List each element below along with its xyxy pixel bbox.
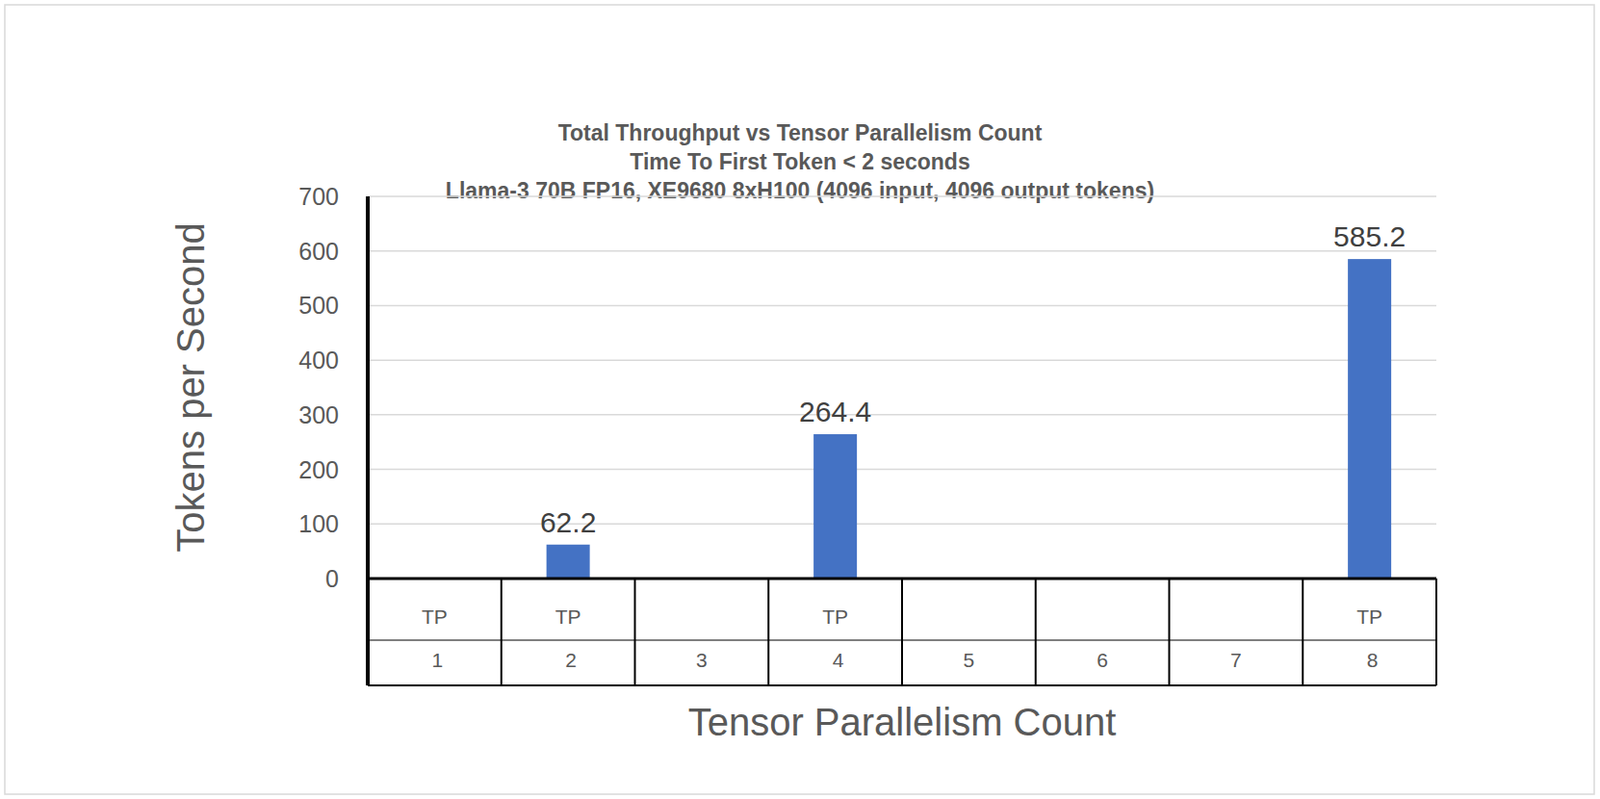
chart-root: Total Throughput vs Tensor Parallelism C… <box>0 0 1600 799</box>
bars <box>546 258 1393 579</box>
y-tick-label: 100 <box>298 510 339 538</box>
x-tick-label: 7 <box>1230 648 1242 671</box>
table-divider <box>1168 578 1171 686</box>
grid-line <box>367 468 1437 471</box>
table-divider <box>1034 578 1037 686</box>
grid-line <box>367 359 1437 362</box>
x-tick-label-bottom: 1 <box>426 648 444 671</box>
data-label: 585.2 <box>1333 220 1406 253</box>
x-tick-label: 5 <box>963 648 976 671</box>
table-row-line <box>367 640 1437 642</box>
data-label: 264.4 <box>799 395 872 428</box>
x-tick-label: TP 8 <box>1356 605 1383 671</box>
x-tick-label-top: TP <box>555 605 582 628</box>
x-tick-label-bottom: 7 <box>1230 648 1242 671</box>
x-tick-label-bottom: 4 <box>826 648 845 671</box>
grid-line <box>367 250 1437 253</box>
bar <box>813 434 857 579</box>
y-tick-label: 700 <box>298 182 339 210</box>
grid-line <box>367 195 1437 198</box>
table-divider <box>1435 578 1438 686</box>
table-divider <box>901 578 904 686</box>
y-tick-label: 0 <box>325 565 339 593</box>
x-tick-label-top: TP <box>822 605 849 628</box>
y-tick-label: 300 <box>298 401 339 429</box>
table-divider <box>500 578 503 686</box>
x-tick-label: 3 <box>696 648 708 671</box>
y-tick-label: 200 <box>298 456 339 484</box>
bar <box>1347 258 1392 579</box>
x-tick-label-bottom: 6 <box>1096 648 1109 671</box>
bar <box>546 544 591 579</box>
x-tick-label: TP 2 <box>555 605 582 671</box>
table-divider <box>634 578 637 686</box>
x-tick-label-bottom: 3 <box>696 648 708 671</box>
chart-subtitle: Time To First Token < 2 seconds <box>629 149 970 175</box>
x-tick-label-bottom: 2 <box>559 648 577 671</box>
y-tick-label: 600 <box>298 237 339 265</box>
grid-line <box>367 305 1437 308</box>
x-tick-label-bottom: 5 <box>963 648 976 671</box>
grid-line <box>367 413 1437 416</box>
x-tick-label-top: TP <box>1356 605 1383 628</box>
chart-border <box>4 4 1595 795</box>
x-tick-label-bottom: 8 <box>1361 648 1379 671</box>
x-tick-label: TP 1 <box>421 605 448 671</box>
x-tick-label: 6 <box>1096 648 1109 671</box>
table-divider <box>767 578 770 686</box>
y-tick-label: 400 <box>298 346 339 374</box>
x-tick-label: TP 4 <box>822 605 849 671</box>
chart-subtitle: Llama-3 70B FP16, XE9680 8xH100 (4096 in… <box>445 178 1155 204</box>
table-divider <box>1301 578 1304 686</box>
x-axis-label: Tensor Parallelism Count <box>688 700 1117 744</box>
y-tick-label: 500 <box>298 291 339 319</box>
grid-line <box>367 523 1437 526</box>
y-axis-label: Tokens per Second <box>169 222 212 552</box>
chart-title: Total Throughput vs Tensor Parallelism C… <box>558 120 1043 146</box>
data-label: 62.2 <box>540 506 596 539</box>
x-tick-label-top: TP <box>421 605 448 628</box>
chart-svg: Total Throughput vs Tensor Parallelism C… <box>0 0 1600 799</box>
y-axis-line <box>365 196 370 686</box>
